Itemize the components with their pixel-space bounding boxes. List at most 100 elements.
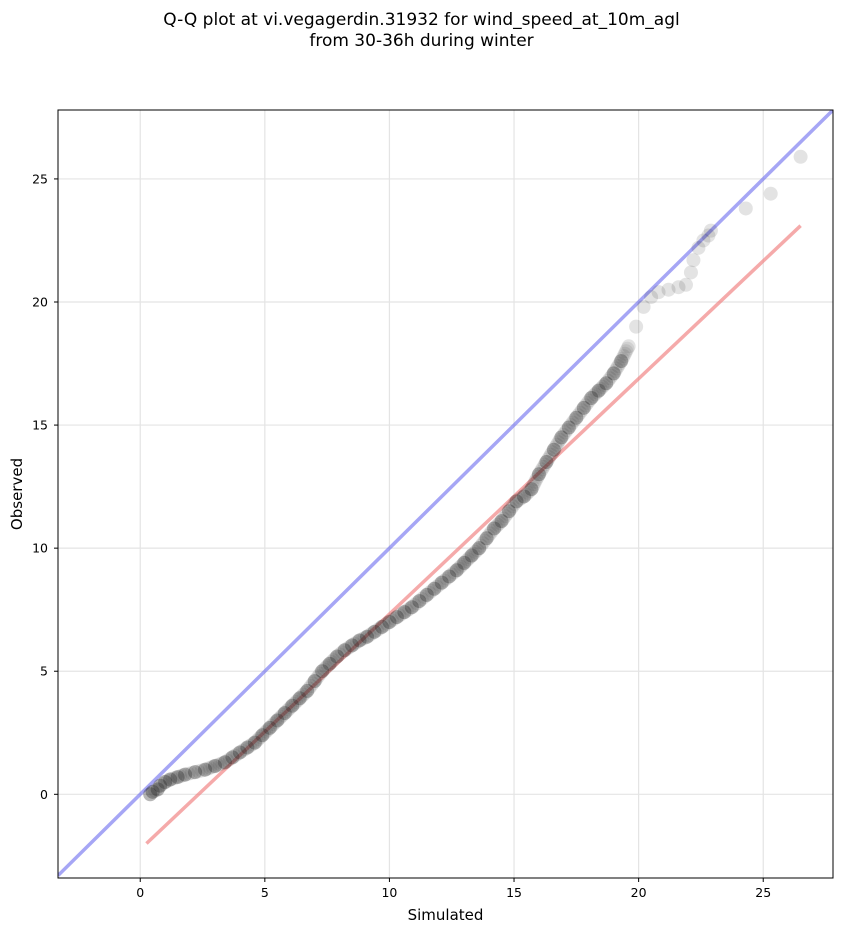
qq-point-fill bbox=[442, 569, 457, 584]
qq-point bbox=[198, 762, 213, 777]
qq-point-fill bbox=[616, 349, 631, 364]
qq-point-fill bbox=[153, 778, 168, 793]
qq-point-fill bbox=[580, 395, 595, 410]
x-tick-label: 20 bbox=[631, 885, 647, 900]
y-tick-label: 5 bbox=[40, 664, 48, 679]
qq-point bbox=[696, 233, 711, 248]
qq-point-fill bbox=[459, 554, 474, 569]
qq-point-fill bbox=[529, 472, 544, 487]
y-tick-label: 0 bbox=[40, 787, 48, 802]
qq-point-fill bbox=[460, 552, 475, 567]
qq-point-fill bbox=[524, 482, 539, 497]
qq-point-fill bbox=[283, 700, 298, 715]
qq-point-fill bbox=[294, 689, 309, 704]
qq-point-fill bbox=[479, 531, 494, 546]
qq-point-fill bbox=[200, 761, 215, 776]
qq-point bbox=[569, 410, 584, 425]
qq-point bbox=[247, 735, 262, 750]
qq-point bbox=[412, 594, 427, 609]
qq-point bbox=[330, 649, 345, 664]
qq-point-fill bbox=[602, 371, 617, 386]
qq-point-fill bbox=[525, 479, 540, 494]
qq-point-fill bbox=[502, 504, 517, 519]
qq-point-fill bbox=[372, 621, 387, 636]
qq-point-fill bbox=[270, 713, 285, 728]
qq-point-fill bbox=[355, 632, 370, 647]
qq-point-fill bbox=[322, 656, 337, 671]
qq-point bbox=[225, 750, 240, 765]
qq-point-fill bbox=[588, 387, 603, 402]
qq-point-fill bbox=[477, 533, 492, 548]
qq-point-fill bbox=[574, 403, 589, 418]
qq-point-fill bbox=[533, 464, 548, 479]
qq-point bbox=[300, 683, 315, 698]
qq-point-fill bbox=[300, 683, 315, 698]
qq-point-fill bbox=[360, 629, 375, 644]
qq-point bbox=[163, 772, 178, 787]
qq-point bbox=[494, 514, 509, 529]
qq-point bbox=[606, 366, 621, 381]
qq-point-fill bbox=[422, 585, 437, 600]
qq-point-fill bbox=[203, 760, 218, 775]
qq-point-fill bbox=[255, 728, 270, 743]
qq-point-fill bbox=[468, 544, 483, 559]
qq-point-fill bbox=[222, 752, 237, 767]
qq-point-fill bbox=[494, 514, 509, 529]
qq-point-fill bbox=[247, 735, 262, 750]
qq-point-fill bbox=[215, 756, 230, 771]
qq-point-fill bbox=[264, 719, 279, 733]
qq-point-fill bbox=[611, 359, 626, 373]
qq-point-fill bbox=[503, 501, 518, 516]
qq-point-fill bbox=[347, 636, 362, 651]
qq-point-fill bbox=[281, 702, 296, 717]
qq-point-fill bbox=[272, 711, 287, 726]
qq-point bbox=[457, 555, 472, 570]
qq-point-fill bbox=[309, 671, 324, 686]
qq-point-fill bbox=[397, 605, 412, 620]
qq-point-fill bbox=[444, 567, 459, 582]
qq-point bbox=[487, 521, 502, 536]
identity-line bbox=[58, 110, 833, 877]
qq-point bbox=[671, 280, 686, 295]
qq-point-fill bbox=[184, 765, 199, 780]
qq-point bbox=[509, 494, 524, 509]
qq-point bbox=[691, 240, 706, 255]
qq-point bbox=[614, 354, 629, 369]
qq-point-fill bbox=[412, 594, 427, 609]
qq-point-fill bbox=[561, 420, 576, 435]
qq-point bbox=[763, 186, 778, 201]
qq-point-fill bbox=[614, 354, 629, 369]
qq-point-fill bbox=[328, 651, 343, 666]
qq-point bbox=[188, 765, 203, 780]
qq-point-fill bbox=[409, 596, 424, 611]
qq-point-fill bbox=[593, 381, 608, 396]
qq-point-fill bbox=[417, 589, 432, 604]
qq-point-fill bbox=[249, 733, 264, 748]
qq-point bbox=[576, 400, 591, 415]
qq-point-fill bbox=[155, 776, 170, 791]
qq-point-fill bbox=[487, 521, 502, 536]
qq-point-fill bbox=[545, 445, 560, 460]
qq-point bbox=[352, 633, 367, 648]
qq-point-fill bbox=[237, 742, 252, 757]
qq-point-fill bbox=[335, 645, 350, 660]
qq-point-fill bbox=[429, 579, 444, 594]
qq-point-fill bbox=[143, 787, 158, 802]
qq-point bbox=[337, 643, 352, 658]
qq-point-fill bbox=[414, 592, 429, 607]
y-tick-label: 15 bbox=[32, 418, 48, 433]
qq-point-fill bbox=[191, 764, 206, 779]
axes-frame bbox=[57, 109, 834, 879]
qq-point-fill bbox=[253, 730, 268, 745]
qq-point-fill bbox=[220, 753, 235, 768]
qq-point bbox=[661, 282, 676, 297]
qq-point-fill bbox=[582, 393, 597, 408]
qq-point bbox=[389, 610, 404, 625]
qq-point bbox=[277, 706, 292, 721]
qq-point-fill bbox=[324, 655, 339, 669]
qq-point-fill bbox=[512, 492, 527, 507]
qq-point-fill bbox=[402, 601, 417, 616]
qq-point bbox=[546, 442, 561, 457]
qq-point bbox=[449, 563, 464, 578]
qq-point bbox=[479, 531, 494, 546]
